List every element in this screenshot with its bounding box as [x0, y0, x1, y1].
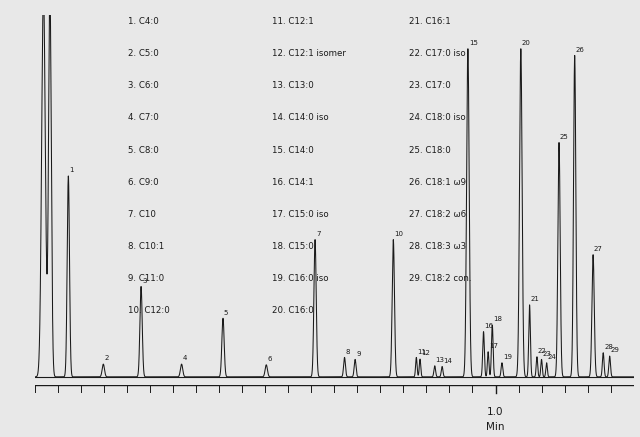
Text: 20: 20 — [522, 40, 531, 46]
Text: 22: 22 — [538, 348, 547, 354]
Text: 23. C17:0: 23. C17:0 — [409, 81, 451, 90]
Text: 6: 6 — [267, 356, 272, 362]
Text: 4: 4 — [182, 355, 187, 361]
Text: 10: 10 — [394, 231, 403, 237]
Text: 11. C12:1: 11. C12:1 — [271, 17, 314, 26]
Text: 25. C18:0: 25. C18:0 — [409, 146, 451, 155]
Text: 28. C18:3 ω3: 28. C18:3 ω3 — [409, 242, 467, 251]
Text: 12: 12 — [421, 350, 430, 357]
Text: 3: 3 — [142, 278, 147, 284]
Text: 7: 7 — [316, 231, 321, 237]
Text: 14. C14:0 iso: 14. C14:0 iso — [271, 114, 328, 122]
Text: 13. C13:0: 13. C13:0 — [271, 81, 314, 90]
Text: 15. C14:0: 15. C14:0 — [271, 146, 314, 155]
Text: 18. C15:0: 18. C15:0 — [271, 242, 314, 251]
Text: 26. C18:1 ω9: 26. C18:1 ω9 — [409, 178, 466, 187]
Text: 26: 26 — [575, 47, 584, 53]
Text: 13: 13 — [436, 357, 445, 363]
Text: 6. C9:0: 6. C9:0 — [128, 178, 159, 187]
Text: 3. C6:0: 3. C6:0 — [128, 81, 159, 90]
Text: 1: 1 — [69, 167, 74, 173]
Text: 7. C10: 7. C10 — [128, 210, 156, 219]
Text: 14: 14 — [443, 358, 452, 364]
Text: 27: 27 — [594, 246, 603, 252]
Text: 16. C14:1: 16. C14:1 — [271, 178, 314, 187]
Text: Min: Min — [486, 423, 505, 433]
Text: 12. C12:1 isomer: 12. C12:1 isomer — [271, 49, 346, 58]
Text: 28: 28 — [604, 344, 613, 350]
Text: 29: 29 — [611, 347, 620, 354]
Text: 27. C18:2 ω6: 27. C18:2 ω6 — [409, 210, 467, 219]
Text: 9: 9 — [356, 351, 360, 357]
Text: 16: 16 — [484, 323, 493, 329]
Text: 8: 8 — [346, 349, 350, 355]
Text: 2: 2 — [104, 355, 109, 361]
Text: 8. C10:1: 8. C10:1 — [128, 242, 164, 251]
Text: 19. C16:0 iso: 19. C16:0 iso — [271, 274, 328, 283]
Text: 17. C15:0 iso: 17. C15:0 iso — [271, 210, 328, 219]
Text: 4. C7:0: 4. C7:0 — [128, 114, 159, 122]
Text: 29. C18:2 con.: 29. C18:2 con. — [409, 274, 472, 283]
Text: 5. C8:0: 5. C8:0 — [128, 146, 159, 155]
Text: 11: 11 — [417, 349, 426, 355]
Text: 22. C17:0 iso: 22. C17:0 iso — [409, 49, 466, 58]
Text: 1.0: 1.0 — [487, 407, 504, 417]
Text: 5: 5 — [224, 309, 228, 316]
Text: 19: 19 — [503, 354, 512, 360]
Text: 18: 18 — [493, 316, 502, 322]
Text: 24: 24 — [548, 354, 556, 360]
Text: 21: 21 — [531, 296, 540, 302]
Text: 15: 15 — [469, 40, 477, 46]
Text: 21. C16:1: 21. C16:1 — [409, 17, 451, 26]
Text: 23: 23 — [543, 351, 551, 357]
Text: 17: 17 — [489, 343, 498, 349]
Text: 1. C4:0: 1. C4:0 — [128, 17, 159, 26]
Text: 25: 25 — [560, 134, 569, 140]
Text: 24. C18:0 iso: 24. C18:0 iso — [409, 114, 466, 122]
Text: 20. C16:0: 20. C16:0 — [271, 306, 314, 315]
Text: 10. C12:0: 10. C12:0 — [128, 306, 170, 315]
Text: 9. C11:0: 9. C11:0 — [128, 274, 164, 283]
Text: 2. C5:0: 2. C5:0 — [128, 49, 159, 58]
